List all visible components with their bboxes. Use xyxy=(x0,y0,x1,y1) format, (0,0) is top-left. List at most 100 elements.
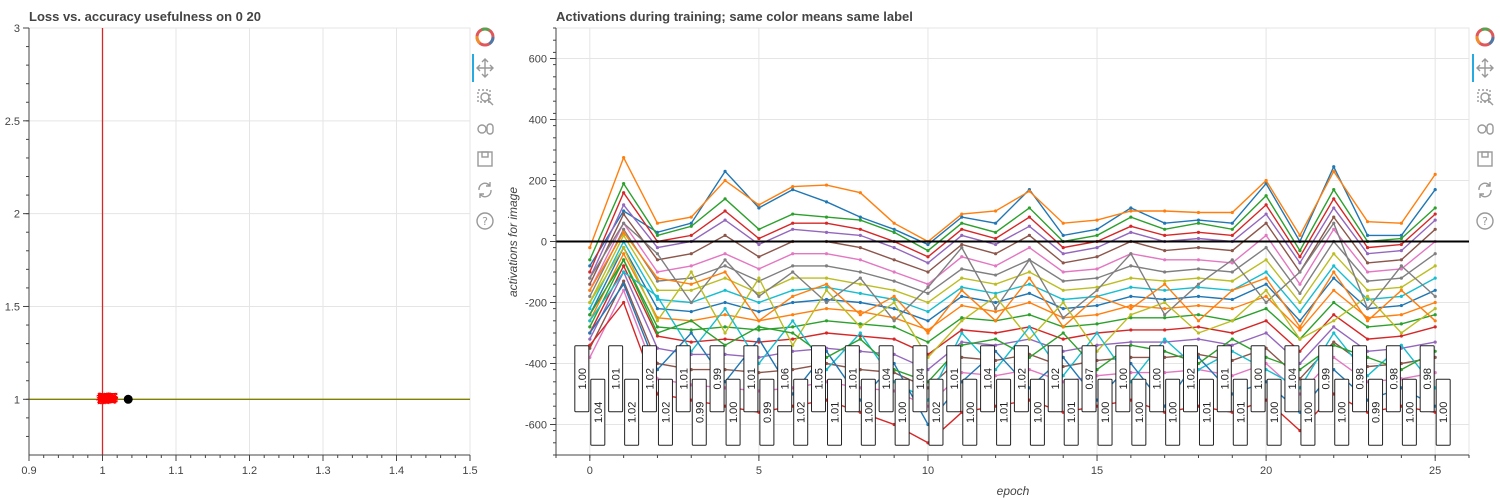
activation-point xyxy=(1061,288,1065,292)
box-label-pair: 1.01 0.99 xyxy=(743,345,775,446)
activation-point xyxy=(588,313,592,317)
activation-point xyxy=(1095,255,1099,259)
activation-point xyxy=(993,252,998,256)
wheel-zoom-icon[interactable] xyxy=(477,123,494,135)
activation-point xyxy=(858,322,862,326)
activation-point xyxy=(960,276,964,280)
left-y-tick-label: 2 xyxy=(14,209,20,221)
activation-point xyxy=(757,203,761,207)
box-label-bottom-frame xyxy=(962,378,978,446)
activation-point xyxy=(1332,165,1336,169)
activation-point xyxy=(993,230,998,234)
activation-series-line xyxy=(589,212,1436,285)
activation-point xyxy=(1264,194,1268,198)
activation-point xyxy=(1027,270,1032,274)
left-x-tick-label: 1.5 xyxy=(462,465,477,477)
activation-point xyxy=(960,255,964,259)
box-label-top-frame xyxy=(1284,345,1300,413)
box-label-bottom-frame xyxy=(1401,378,1417,446)
pan-icon[interactable] xyxy=(1476,58,1494,78)
box-label-pair: 1.00 1.04 xyxy=(574,345,606,446)
activation-point xyxy=(1129,316,1133,320)
pan-icon[interactable] xyxy=(476,58,494,78)
activation-point xyxy=(1027,189,1032,193)
activation-point xyxy=(926,300,930,305)
activation-point xyxy=(1433,288,1437,292)
activation-point xyxy=(1264,212,1268,216)
activation-point xyxy=(791,227,795,231)
box-zoom-icon[interactable] xyxy=(477,89,494,106)
activation-point xyxy=(655,252,660,256)
activation-point xyxy=(1129,206,1133,210)
activation-point xyxy=(824,230,829,234)
box-label-bottom-frame xyxy=(759,378,775,446)
right-x-tick-label: 0 xyxy=(587,465,593,477)
left-x-tick-label: 0.9 xyxy=(21,465,36,477)
help-icon[interactable]: ? xyxy=(1476,212,1494,230)
activation-point xyxy=(1399,249,1403,253)
activation-point xyxy=(1196,282,1201,286)
activation-point xyxy=(1095,218,1099,222)
box-label-pair: 1.01 1.02 xyxy=(608,345,640,446)
activation-point xyxy=(1433,319,1437,323)
wheel-zoom-icon[interactable] xyxy=(1477,123,1494,135)
help-icon[interactable]: ? xyxy=(476,212,494,230)
save-icon[interactable] xyxy=(1477,151,1493,167)
left-x-tick-label: 1.2 xyxy=(242,465,257,477)
activation-point xyxy=(926,270,930,274)
activation-point xyxy=(1332,331,1336,335)
activation-point xyxy=(1264,307,1268,311)
bokeh-logo-icon[interactable] xyxy=(1475,27,1495,47)
activation-point xyxy=(791,337,795,341)
activation-point xyxy=(1196,246,1201,250)
box-label-bottom: 1.00 xyxy=(1100,402,1112,423)
activation-point xyxy=(1230,331,1234,335)
box-label-top: 1.02 xyxy=(1050,368,1062,389)
activation-point xyxy=(1332,169,1336,173)
reset-icon[interactable] xyxy=(1478,182,1492,198)
activation-point xyxy=(1298,310,1302,314)
activation-point xyxy=(1399,264,1403,268)
right-y-tick-label: 400 xyxy=(529,115,547,127)
box-label-top: 1.01 xyxy=(678,368,690,389)
activation-point xyxy=(993,221,998,225)
box-label-top-frame xyxy=(1385,345,1401,413)
activation-point xyxy=(1163,300,1167,305)
activation-point xyxy=(960,316,964,320)
reset-icon[interactable] xyxy=(478,182,492,198)
activation-point xyxy=(791,264,795,268)
box-zoom-icon[interactable] xyxy=(1477,89,1494,106)
activation-point xyxy=(858,331,862,335)
activation-point xyxy=(1027,337,1032,341)
activation-point xyxy=(1298,319,1302,323)
right-x-tick-label: 25 xyxy=(1429,465,1441,477)
right-y-tick-label: -400 xyxy=(525,359,547,371)
box-label-bottom-frame xyxy=(590,378,606,446)
save-icon[interactable] xyxy=(477,151,493,167)
activation-point xyxy=(1298,291,1302,295)
activation-point xyxy=(791,276,795,280)
box-label-top-frame xyxy=(641,345,657,413)
box-label-top-frame xyxy=(1081,345,1097,413)
activation-series-line xyxy=(589,252,1436,331)
box-label-bottom-frame xyxy=(996,378,1012,446)
activations-plot: Activations during training; same color … xyxy=(506,9,1470,498)
activation-point xyxy=(1163,328,1167,332)
box-label-top: 1.04 xyxy=(915,368,927,389)
box-label-pair: 0.97 1.00 xyxy=(1081,345,1113,446)
activation-point xyxy=(723,197,727,201)
bokeh-logo-icon[interactable] xyxy=(475,27,495,47)
box-label-pair: 1.02 1.01 xyxy=(1182,345,1214,446)
box-label-pair: 1.01 1.00 xyxy=(946,345,978,446)
activation-point xyxy=(723,233,727,237)
activation-point xyxy=(824,264,829,268)
activation-point xyxy=(1230,258,1234,262)
activation-point xyxy=(1163,233,1167,237)
box-label-top-frame xyxy=(1216,345,1232,413)
activation-point xyxy=(588,282,592,286)
activation-point xyxy=(1129,328,1133,332)
box-label-bottom-frame xyxy=(1165,378,1181,446)
activation-point xyxy=(723,264,727,268)
activation-point xyxy=(622,181,626,186)
